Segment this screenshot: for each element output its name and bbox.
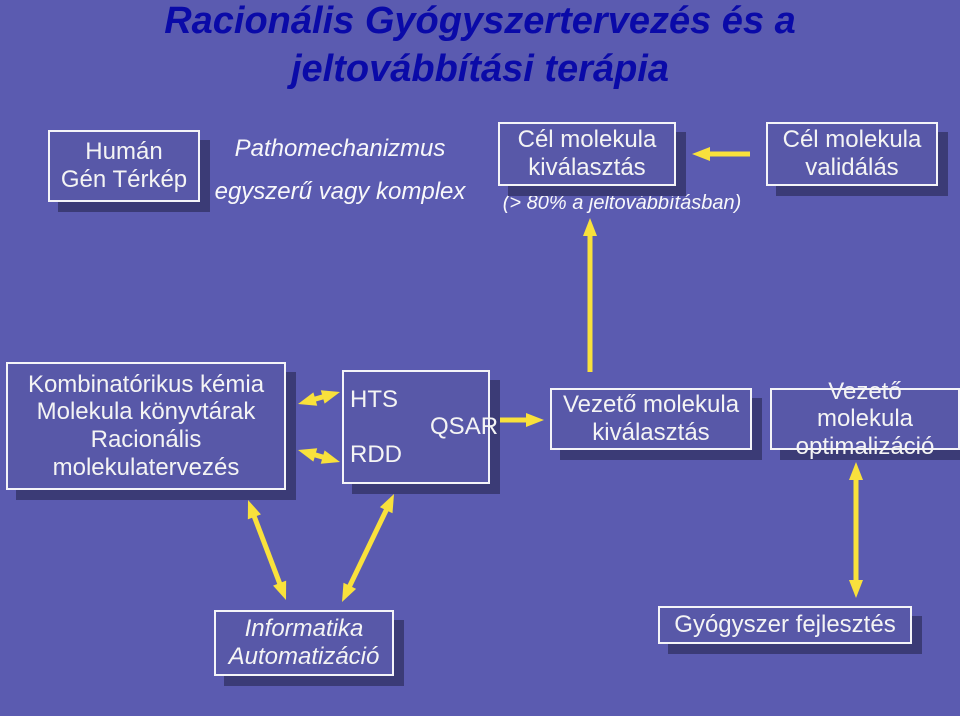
label-pathomech: Pathomechanizmus <box>200 135 480 163</box>
box-celval: Cél molekula validálás <box>766 122 938 186</box>
box-gyogy: Gyógyszer fejlesztés <box>658 606 912 644</box>
diagram-canvas: Racionális Gyógyszertervezés és a jeltová… <box>0 0 960 716</box>
box-vezopt: Vezető molekula optimalizáció <box>770 388 960 450</box>
box-celkiv: Cél molekula kiválasztás <box>498 122 676 186</box>
title-line2: jeltovábbítási terápia <box>0 48 960 91</box>
box-kombi: Kombinatórikus kémia Molekula könyvtárak… <box>6 362 286 490</box>
title-line1: Racionális Gyógyszertervezés és a <box>0 0 960 43</box>
box-info: Informatika Automatizáció <box>214 610 394 676</box>
label-egyszeru: egyszerű vagy komplex <box>200 178 480 206</box>
box-human: Humán Gén Térkép <box>48 130 200 202</box>
box-hts: HTS QSAR RDD <box>342 370 490 484</box>
box-vezkiv: Vezető molekula kiválasztás <box>550 388 752 450</box>
